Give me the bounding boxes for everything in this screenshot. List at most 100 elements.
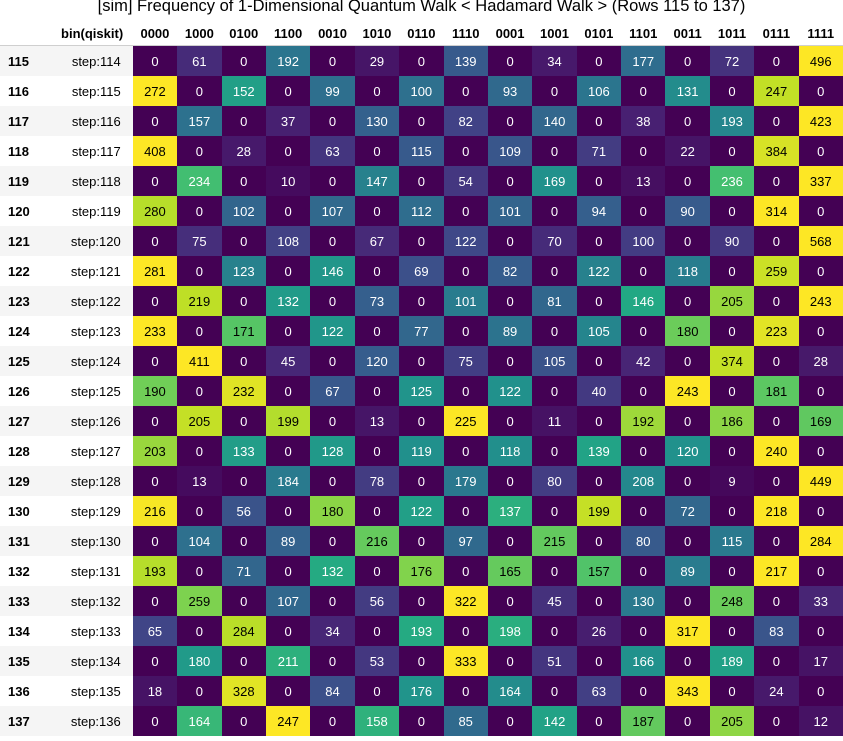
heatmap-row: 127 step:126 0 205 0 199 0 13 0 225 0 11 0 192 0 186 0 16… (0, 406, 843, 436)
heatmap-cell: 10 (265, 166, 311, 196)
row-step-label: step:115 (43, 76, 133, 106)
heatmap-cell: 0 (754, 586, 799, 616)
heatmap-cell: 0 (621, 376, 666, 406)
heatmap-cell: 184 (265, 466, 311, 496)
heatmap-cell: 328 (221, 676, 266, 706)
frequency-heatmap-table: bin(qiskit) 0000 1000 0100 1100 0010 1010 0110… (0, 21, 843, 736)
heatmap-cell: 180 (177, 646, 222, 676)
row-step-label: step:130 (43, 526, 133, 556)
heatmap-cell: 0 (576, 706, 622, 736)
row-index: 137 (0, 706, 44, 736)
heatmap-row: 118 step:117 408 0 28 0 63 0 115 0 109 0 71 0 22 0 384 0 (0, 136, 843, 166)
heatmap-cell: 0 (709, 196, 755, 226)
heatmap-cell: 0 (532, 616, 577, 646)
heatmap-cell: 77 (399, 316, 444, 346)
heatmap-cell: 139 (576, 436, 622, 466)
heatmap-cell: 11 (532, 406, 577, 436)
heatmap-cell: 122 (576, 256, 622, 286)
heatmap-cell: 0 (487, 166, 533, 196)
heatmap-cell: 0 (399, 406, 444, 436)
heatmap-cell: 0 (177, 316, 222, 346)
heatmap-cell: 0 (132, 586, 178, 616)
column-header-1010: 1010 (354, 21, 400, 46)
heatmap-cell: 0 (443, 676, 488, 706)
heatmap-cell: 130 (621, 586, 666, 616)
heatmap-cell: 280 (132, 196, 178, 226)
heatmap-cell: 90 (709, 226, 755, 256)
heatmap-cell: 0 (754, 286, 799, 316)
heatmap-cell: 0 (576, 166, 622, 196)
heatmap-cell: 34 (532, 45, 577, 76)
heatmap-cell: 0 (709, 616, 755, 646)
heatmap-cell: 0 (177, 616, 222, 646)
heatmap-cell: 193 (132, 556, 178, 586)
heatmap-cell: 0 (221, 226, 266, 256)
heatmap-cell: 0 (310, 586, 355, 616)
heatmap-cell: 82 (487, 256, 533, 286)
heatmap-cell: 119 (399, 436, 444, 466)
heatmap-cell: 63 (576, 676, 622, 706)
heatmap-cell: 0 (798, 556, 843, 586)
row-index: 123 (0, 286, 44, 316)
heatmap-cell: 219 (177, 286, 222, 316)
heatmap-cell: 0 (487, 286, 533, 316)
heatmap-cell: 56 (354, 586, 400, 616)
heatmap-cell: 100 (399, 76, 444, 106)
heatmap-cell: 72 (665, 496, 710, 526)
row-index: 134 (0, 616, 44, 646)
row-index: 122 (0, 256, 44, 286)
heatmap-cell: 180 (310, 496, 355, 526)
heatmap-cell: 139 (443, 45, 488, 76)
heatmap-cell: 0 (709, 136, 755, 166)
heatmap-cell: 51 (532, 646, 577, 676)
heatmap-cell: 234 (177, 166, 222, 196)
heatmap-cell: 0 (354, 436, 400, 466)
row-step-label: step:128 (43, 466, 133, 496)
row-index: 126 (0, 376, 44, 406)
heatmap-cell: 115 (709, 526, 755, 556)
heatmap-cell: 0 (132, 226, 178, 256)
heatmap-cell: 70 (532, 226, 577, 256)
heatmap-cell: 0 (221, 706, 266, 736)
heatmap-cell: 198 (487, 616, 533, 646)
heatmap-cell: 211 (265, 646, 311, 676)
heatmap-cell: 169 (532, 166, 577, 196)
column-header-1111: 1111 (798, 21, 843, 46)
heatmap-cell: 284 (221, 616, 266, 646)
heatmap-cell: 146 (621, 286, 666, 316)
heatmap-cell: 0 (665, 346, 710, 376)
row-index: 121 (0, 226, 44, 256)
column-header-0010: 0010 (310, 21, 355, 46)
row-index: 136 (0, 676, 44, 706)
heatmap-cell: 0 (265, 436, 311, 466)
heatmap-cell: 0 (665, 45, 710, 76)
heatmap-cell: 0 (665, 406, 710, 436)
column-header-row: bin(qiskit) 0000 1000 0100 1100 0010 1010 0110… (0, 21, 843, 46)
heatmap-cell: 0 (399, 166, 444, 196)
heatmap-cell: 13 (354, 406, 400, 436)
heatmap-cell: 132 (265, 286, 311, 316)
heatmap-cell: 22 (665, 136, 710, 166)
heatmap-cell: 0 (354, 376, 400, 406)
heatmap-cell: 0 (798, 676, 843, 706)
heatmap-cell: 0 (399, 286, 444, 316)
heatmap-cell: 408 (132, 136, 178, 166)
heatmap-row: 133 step:132 0 259 0 107 0 56 0 322 0 45 0 130 0 248 0 33 (0, 586, 843, 616)
heatmap-row: 132 step:131 193 0 71 0 132 0 176 0 165 0 157 0 89 0 217… (0, 556, 843, 586)
heatmap-row: 130 step:129 216 0 56 0 180 0 122 0 137 0 199 0 72 0 218… (0, 496, 843, 526)
heatmap-cell: 130 (354, 106, 400, 136)
heatmap-cell: 0 (221, 106, 266, 136)
heatmap-cell: 0 (798, 136, 843, 166)
heatmap-cell: 24 (754, 676, 799, 706)
heatmap-cell: 0 (709, 256, 755, 286)
row-label-column-header: bin(qiskit) (43, 21, 133, 46)
heatmap-cell: 0 (132, 646, 178, 676)
heatmap-cell: 0 (177, 256, 222, 286)
heatmap-cell: 0 (621, 76, 666, 106)
heatmap-cell: 0 (621, 676, 666, 706)
heatmap-cell: 0 (221, 286, 266, 316)
heatmap-cell: 0 (665, 646, 710, 676)
row-step-label: step:122 (43, 286, 133, 316)
heatmap-cell: 157 (177, 106, 222, 136)
heatmap-cell: 0 (621, 256, 666, 286)
